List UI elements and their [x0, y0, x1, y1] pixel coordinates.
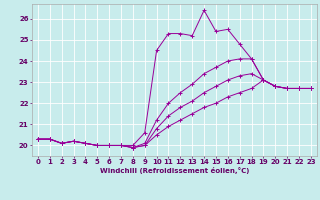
X-axis label: Windchill (Refroidissement éolien,°C): Windchill (Refroidissement éolien,°C) — [100, 167, 249, 174]
